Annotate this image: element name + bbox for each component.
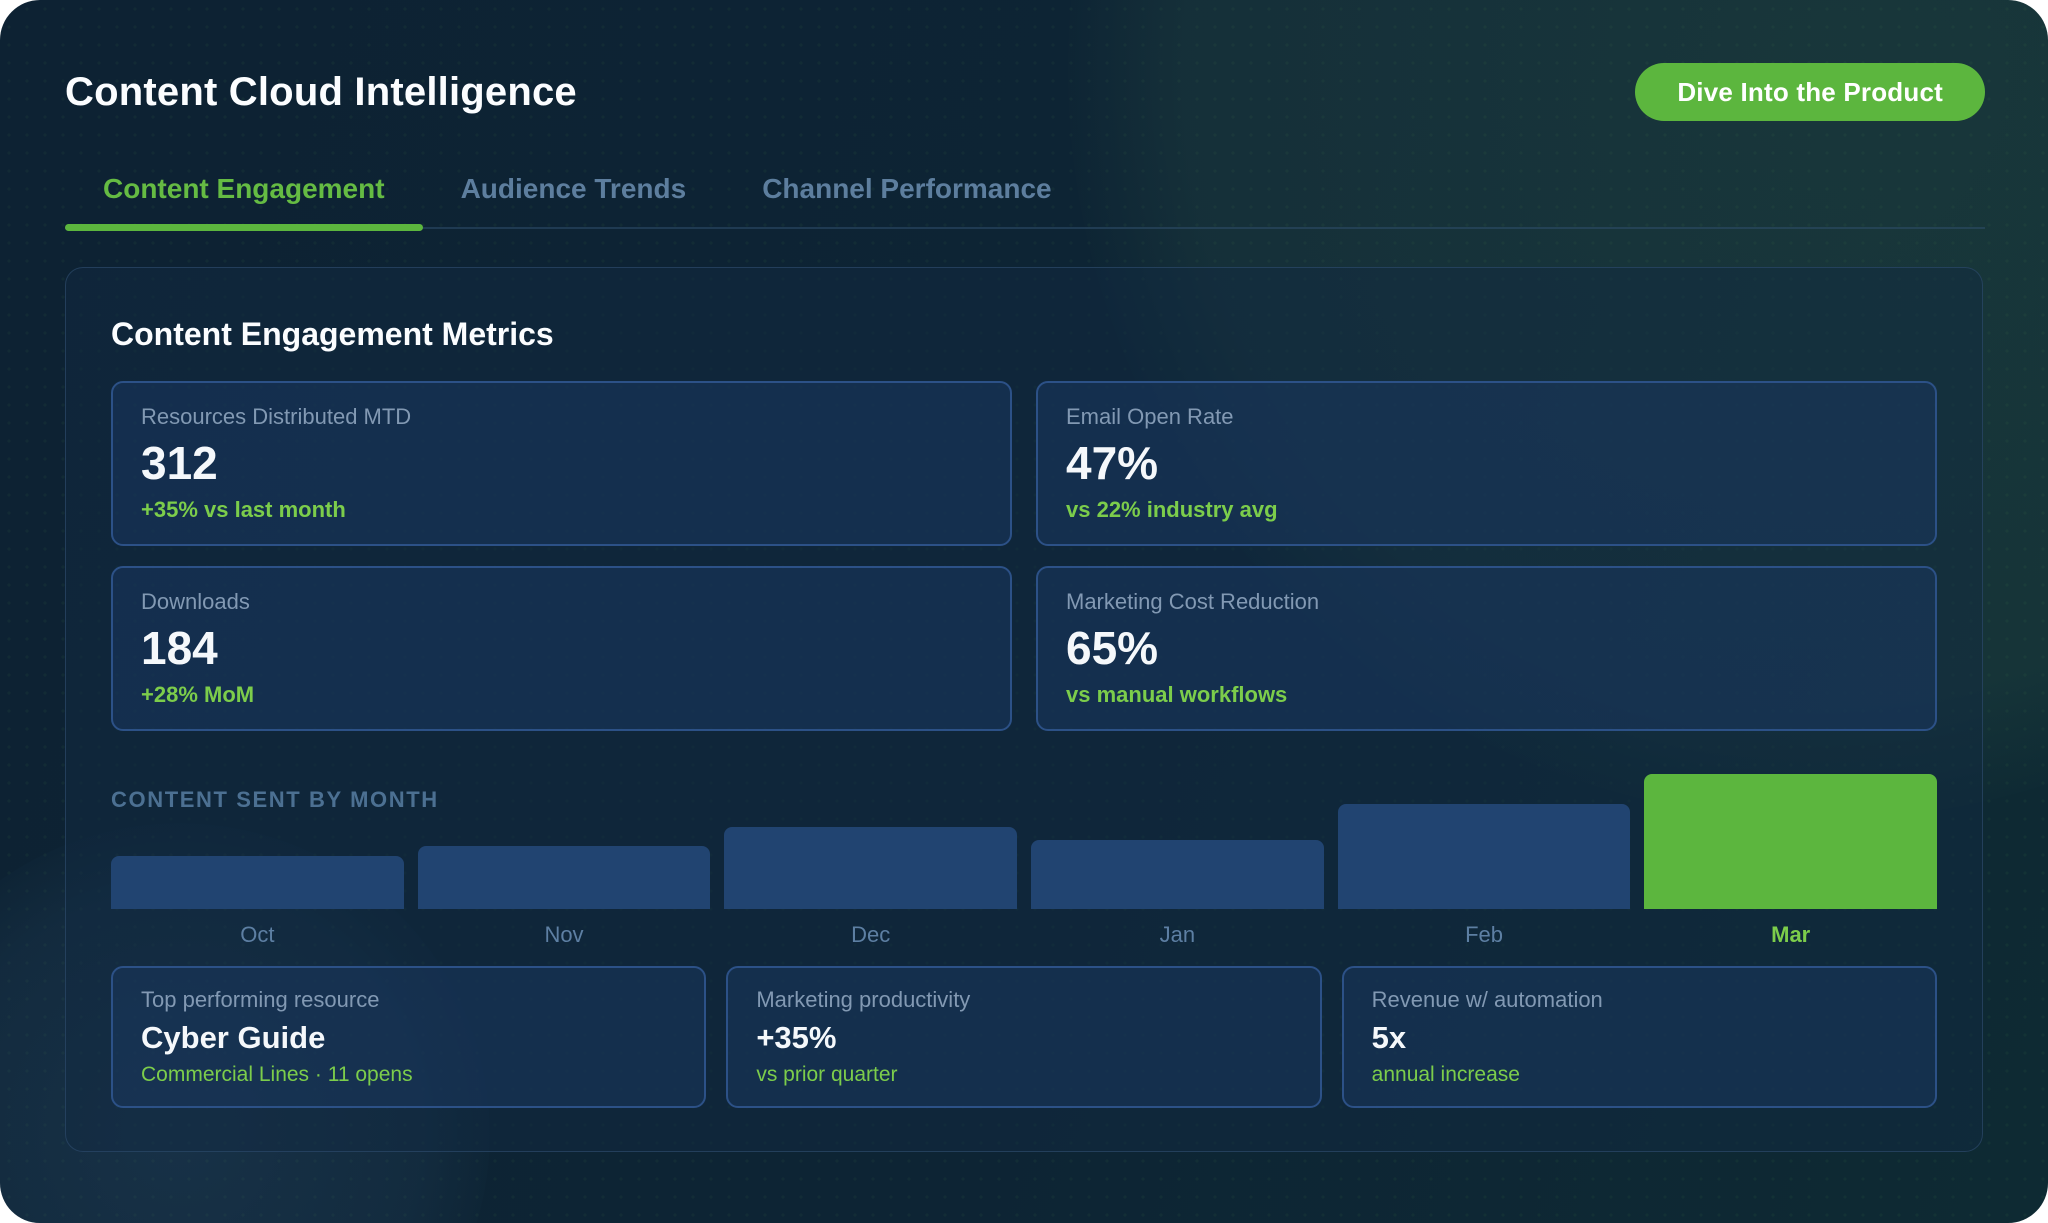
tab-channel-performance[interactable]: Channel Performance: [762, 173, 1052, 204]
metric-value: 65%: [1066, 622, 1159, 675]
metric-label: Marketing Cost Reduction: [1066, 589, 1320, 615]
bar-label-dec: Dec: [851, 922, 891, 947]
summary-card-revenue-automation: Revenue w/ automation 5x annual increase: [1341, 966, 1937, 1108]
metric-card-downloads: Downloads 184 +28% MoM: [111, 566, 1012, 731]
summary-value: Cyber Guide: [141, 1020, 326, 1055]
summary-card-marketing-productivity: Marketing productivity +35% vs prior qua…: [726, 966, 1322, 1108]
page-title: Content Cloud Intelligence: [65, 69, 577, 114]
metric-label: Resources Distributed MTD: [141, 404, 412, 430]
tab-bar: Content Engagement Audience Trends Chann…: [65, 163, 1985, 231]
summary-label: Marketing productivity: [756, 987, 971, 1012]
metric-card-marketing-cost-reduction: Marketing Cost Reduction 65% vs manual w…: [1036, 566, 1937, 731]
bar-chart: Oct Nov Dec Jan Feb Mar: [111, 774, 1938, 950]
metric-delta: +35% vs last month: [141, 496, 346, 522]
summary-cards-grid: Top performing resource Cyber Guide Comm…: [111, 966, 1937, 1108]
summary-label: Revenue w/ automation: [1371, 987, 1603, 1012]
panel-heading: Content Engagement Metrics: [111, 316, 554, 352]
summary-card-top-resource: Top performing resource Cyber Guide Comm…: [111, 966, 707, 1108]
tab-audience-trends[interactable]: Audience Trends: [460, 173, 687, 204]
summary-value: +35%: [756, 1020, 837, 1055]
tab-content-engagement[interactable]: Content Engagement: [65, 163, 423, 231]
metric-value: 184: [141, 622, 218, 675]
chart-column-nov: Nov: [417, 846, 711, 950]
bar-oct: [111, 856, 404, 909]
dive-into-product-button[interactable]: Dive Into the Product: [1635, 63, 1985, 121]
bar-label-nov: Nov: [544, 922, 584, 947]
metric-delta: +28% MoM: [141, 681, 255, 707]
bar-feb: [1337, 804, 1631, 909]
summary-value: 5x: [1371, 1020, 1407, 1055]
content-sent-by-month-chart: CONTENT SENT BY MONTH Oct Nov Dec Jan Feb Mar: [111, 774, 1938, 950]
bar-mar: [1644, 774, 1938, 909]
metric-label: Downloads: [141, 589, 250, 615]
summary-sub: vs prior quarter: [756, 1063, 898, 1086]
chart-column-mar: Mar: [1644, 774, 1938, 950]
bar-label-mar: Mar: [1771, 922, 1811, 947]
summary-sub: Commercial Lines · 11 opens: [141, 1063, 413, 1086]
bar-label-oct: Oct: [240, 922, 275, 947]
chart-column-dec: Dec: [724, 827, 1018, 950]
chart-section-title: CONTENT SENT BY MONTH: [111, 787, 439, 812]
bar-label-jan: Jan: [1159, 922, 1196, 947]
metric-delta: vs 22% industry avg: [1066, 496, 1278, 522]
bar-jan: [1031, 840, 1324, 909]
metric-delta: vs manual workflows: [1066, 681, 1288, 707]
bar-label-feb: Feb: [1465, 922, 1503, 947]
metric-cards-grid: Resources Distributed MTD 312 +35% vs la…: [111, 381, 1937, 731]
summary-sub: annual increase: [1371, 1063, 1520, 1086]
content-engagement-panel: Content Engagement Metrics Resources Dis…: [65, 267, 1983, 1152]
metric-card-email-open-rate: Email Open Rate 47% vs 22% industry avg: [1036, 381, 1937, 546]
bar-dec: [724, 827, 1018, 909]
bar-nov: [417, 846, 711, 909]
header: Content Cloud Intelligence Dive Into the…: [65, 63, 1985, 121]
chart-column-jan: Jan: [1031, 840, 1324, 950]
chart-column-oct: Oct: [111, 856, 404, 950]
metric-value: 47%: [1066, 437, 1159, 490]
metric-card-resources-distributed: Resources Distributed MTD 312 +35% vs la…: [111, 381, 1012, 546]
metric-value: 312: [141, 437, 218, 490]
summary-label: Top performing resource: [141, 987, 380, 1012]
metric-label: Email Open Rate: [1066, 404, 1234, 430]
chart-column-feb: Feb: [1337, 804, 1631, 950]
